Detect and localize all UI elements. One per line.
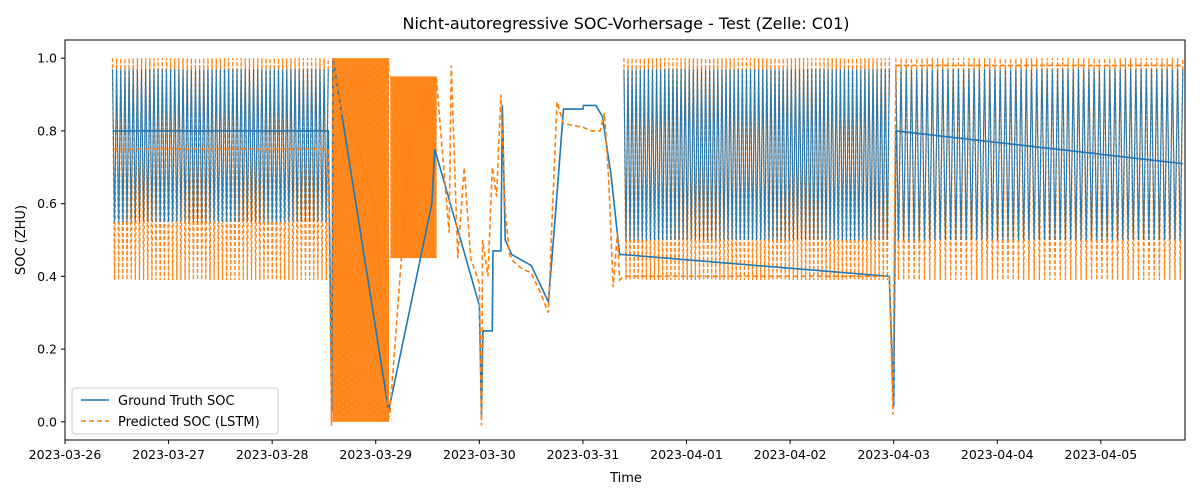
x-tick-label: 2023-03-30 [443, 447, 516, 462]
x-tick-label: 2023-03-31 [547, 447, 620, 462]
series-line-ground-truth [112, 58, 1183, 415]
legend-box [71, 387, 279, 435]
x-tick-label: 2023-04-03 [857, 447, 930, 462]
y-tick-label: 0.8 [37, 123, 57, 138]
chart-title: Nicht-autoregressive SOC-Vorhersage - Te… [402, 14, 849, 33]
oscillation-band-3 [390, 76, 437, 259]
y-axis: 0.0 0.2 0.4 0.6 0.8 1.0 [37, 51, 65, 429]
oscillation-band-2 [332, 58, 390, 422]
y-tick-label: 0.4 [37, 269, 57, 284]
x-tick-label: 2023-03-27 [132, 447, 205, 462]
x-axis-label: Time [609, 471, 642, 486]
oscillation-band-5 [623, 69, 890, 241]
x-tick-label: 2023-03-28 [236, 447, 309, 462]
series-layer [111, 58, 1184, 426]
x-tick-label: 2023-04-01 [650, 447, 723, 462]
y-axis-label: SOC (ZHU) [14, 205, 29, 275]
y-tick-label: 0.2 [37, 342, 57, 357]
legend-label-ground-truth: Ground Truth SOC [118, 394, 235, 409]
x-tick-label: 2023-04-04 [961, 447, 1034, 462]
x-tick-label: 2023-03-29 [339, 447, 412, 462]
oscillation-band-1 [111, 69, 329, 222]
y-tick-label: 1.0 [37, 51, 57, 66]
plot-frame [64, 39, 1186, 441]
y-tick-label: 0.0 [37, 414, 57, 429]
x-tick-label: 2023-03-26 [29, 447, 102, 462]
series-line-predicted [112, 58, 1183, 426]
legend: Ground Truth SOC Predicted SOC (LSTM) [71, 387, 279, 435]
y-tick-label: 0.6 [37, 196, 57, 211]
legend-label-predicted: Predicted SOC (LSTM) [118, 415, 260, 430]
x-tick-label: 2023-04-05 [1065, 447, 1138, 462]
x-axis: 2023-03-26 2023-03-27 2023-03-28 2023-03-29… [29, 440, 1137, 462]
oscillation-band-7 [895, 69, 1184, 241]
x-tick-label: 2023-04-02 [754, 447, 827, 462]
